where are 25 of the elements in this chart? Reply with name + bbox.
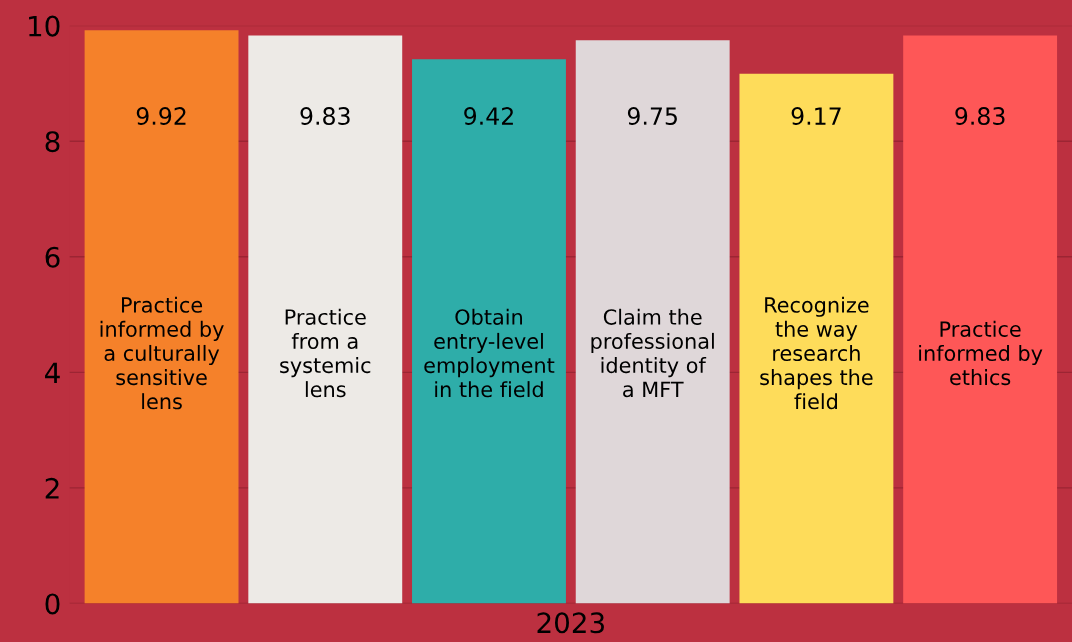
- series-label: Claim the professional identity of a MFT: [591, 308, 714, 398]
- bar: [248, 35, 403, 604]
- y-tick-label: 2: [45, 477, 59, 499]
- data-label: 9.92: [136, 107, 186, 125]
- series-label: Practice informed by a culturally sensitive lens: [100, 296, 224, 410]
- y-tick-label: 6: [45, 246, 60, 268]
- bar: [739, 73, 894, 604]
- data-label: 9.83: [955, 107, 1005, 125]
- data-label: 9.42: [464, 107, 513, 125]
- y-tick-label: 4: [45, 362, 60, 383]
- bar: [412, 59, 566, 604]
- y-tick-label: 8: [45, 131, 60, 153]
- series-label: Obtain entry-level employment in the field: [424, 308, 555, 398]
- series-label: Recognize the way research shapes the field: [760, 296, 873, 410]
- series-label: Practice informed by ethics: [919, 320, 1043, 386]
- bar: [903, 35, 1058, 604]
- bar: [575, 40, 730, 604]
- data-label: 9.83: [300, 107, 350, 125]
- data-label: 9.17: [791, 107, 841, 125]
- x-tick-label: 2023: [537, 612, 604, 634]
- series-label: Practice from a systemic lens: [280, 308, 371, 398]
- y-tick-label: 10: [29, 15, 60, 37]
- bar: [84, 30, 239, 604]
- data-label: 9.75: [627, 107, 677, 125]
- y-tick-label: 0: [45, 593, 60, 615]
